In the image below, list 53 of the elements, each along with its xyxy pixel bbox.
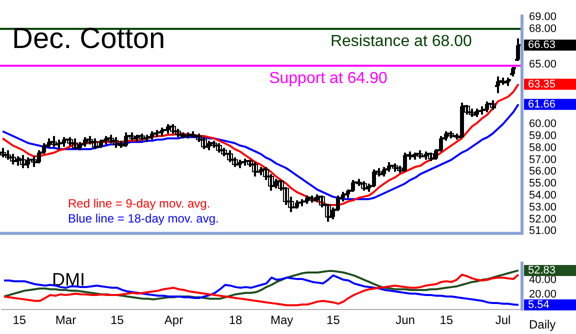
x-tick-label: Apr xyxy=(164,313,184,328)
candlestick xyxy=(138,132,146,142)
candlestick xyxy=(360,180,368,192)
x-tick-label: Jul xyxy=(495,313,511,328)
candlestick xyxy=(447,130,455,140)
x-tick-label: Mar xyxy=(55,313,76,328)
x-tick-label: 15 xyxy=(326,313,340,328)
data-label: 52.83 xyxy=(528,264,556,276)
y-tick-label: 20.00 xyxy=(529,288,557,300)
candlestick xyxy=(427,152,435,162)
x-tick-label: 15 xyxy=(440,313,454,328)
annotation: Blue line = 18-day mov. avg. xyxy=(68,212,219,226)
candlestick xyxy=(215,142,223,154)
y-tick-label: 54.00 xyxy=(529,190,557,202)
candlestick xyxy=(174,128,182,138)
y-tick-label: 53.00 xyxy=(529,201,557,214)
y-tick-label: 51.00 xyxy=(529,225,557,238)
y-tick-label: 59.00 xyxy=(529,130,557,142)
candlestick xyxy=(468,108,476,118)
data-label: 61.66 xyxy=(528,98,556,110)
ref-line-label: Resistance at 68.00 xyxy=(330,32,472,50)
candlestick xyxy=(308,194,316,204)
data-label: 63.35 xyxy=(528,78,556,90)
candlestick xyxy=(210,140,218,149)
annotation: Red line = 9-day mov. avg. xyxy=(68,196,210,211)
chart-title: DMI xyxy=(52,270,85,290)
candlestick xyxy=(179,131,187,140)
y-tick-label: 68.00 xyxy=(529,22,557,35)
candlestick xyxy=(169,123,177,135)
text: Daily xyxy=(529,317,556,332)
candlestick xyxy=(0,146,7,158)
y-tick-label: 60.00 xyxy=(529,118,557,130)
y-tick-label: 52.00 xyxy=(529,213,557,226)
x-tick-label: May xyxy=(270,313,294,328)
chart-title: Dec. Cotton xyxy=(12,23,166,55)
y-tick-label: 55.00 xyxy=(529,178,557,190)
data-label: 5.54 xyxy=(528,298,550,311)
x-tick-label: Jun xyxy=(396,313,415,328)
y-tick-label: 56.00 xyxy=(529,166,557,178)
x-tick-label: 18 xyxy=(228,313,242,328)
candlestick xyxy=(4,149,12,161)
candlestick xyxy=(189,130,197,138)
x-tick-label: 15 xyxy=(12,313,26,328)
y-tick-label: 58.00 xyxy=(529,142,557,154)
y-tick-label: 57.00 xyxy=(529,154,557,166)
y-tick-label: 65.00 xyxy=(529,58,557,71)
candlestick xyxy=(107,134,115,144)
candlestick xyxy=(416,149,424,160)
y-tick-label: 69.00 xyxy=(529,11,557,24)
candlestick xyxy=(86,134,94,146)
text: 66.63 xyxy=(528,39,556,52)
x-tick-label: 15 xyxy=(110,313,124,328)
ref-line-label: Support at 64.90 xyxy=(269,70,388,87)
